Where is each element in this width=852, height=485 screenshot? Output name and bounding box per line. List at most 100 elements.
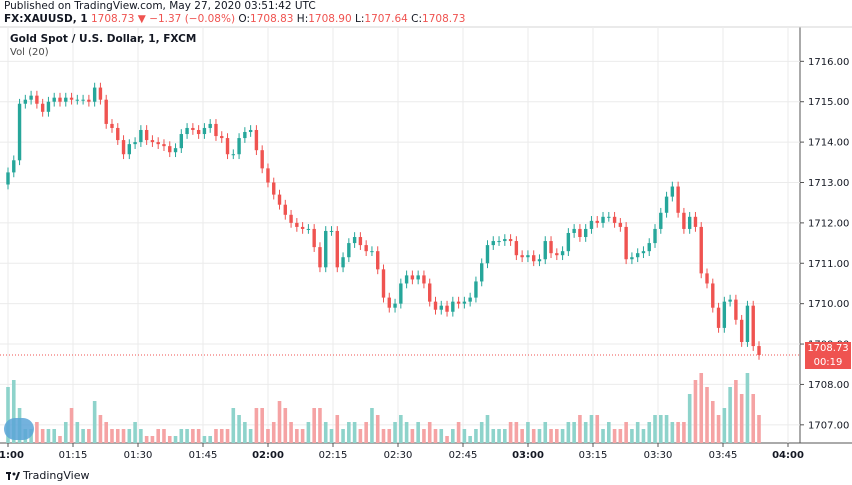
candle-body bbox=[734, 299, 738, 320]
candle-body bbox=[607, 216, 611, 218]
candle-body bbox=[352, 237, 357, 244]
candle-body bbox=[243, 132, 247, 139]
candle-body bbox=[121, 140, 126, 155]
volume-bar bbox=[162, 429, 166, 443]
candle-body bbox=[659, 212, 663, 229]
candle-body bbox=[208, 123, 212, 128]
volume-bar bbox=[439, 429, 444, 443]
candle-body bbox=[480, 263, 484, 282]
candle-body bbox=[595, 220, 599, 223]
volume-bar bbox=[121, 429, 126, 443]
candle-body bbox=[589, 220, 594, 229]
volume-bar bbox=[87, 429, 91, 443]
low-value: 1707.64 bbox=[364, 13, 408, 25]
candle-body bbox=[64, 97, 68, 102]
volume-bar bbox=[399, 415, 403, 443]
published-line: Published on TradingView.com, May 27, 20… bbox=[4, 0, 316, 12]
volume-bar bbox=[306, 422, 311, 443]
x-tick-label: 03:45 bbox=[709, 450, 738, 461]
volume-bar bbox=[404, 422, 409, 443]
volume-bar bbox=[225, 429, 230, 443]
volume-bar bbox=[445, 436, 449, 443]
volume-bar bbox=[497, 429, 501, 443]
tradingview-logo-icon bbox=[6, 471, 20, 480]
volume-bar bbox=[347, 422, 351, 443]
candle-body bbox=[739, 319, 744, 343]
candle-body bbox=[630, 257, 634, 260]
volume-bar bbox=[277, 401, 282, 443]
volume-bar bbox=[728, 387, 732, 443]
volume-bar bbox=[635, 422, 640, 443]
volume-bar bbox=[208, 436, 212, 443]
candle-body bbox=[196, 129, 201, 135]
volume-bar bbox=[682, 422, 686, 443]
candle-body bbox=[127, 144, 132, 155]
candle-body bbox=[433, 301, 438, 310]
volume-bar bbox=[63, 422, 68, 443]
volume-bar bbox=[422, 429, 426, 443]
volume-bar bbox=[658, 415, 663, 443]
volume-bar bbox=[173, 436, 178, 443]
candle-body bbox=[566, 232, 571, 252]
candle-body bbox=[168, 146, 172, 153]
x-tick-label: 02:15 bbox=[319, 450, 348, 461]
volume-bar bbox=[266, 429, 270, 443]
volume-bar bbox=[202, 436, 207, 443]
volume-bar bbox=[237, 415, 241, 443]
candle-body bbox=[462, 301, 467, 304]
price-change: −1.37 (−0.08%) bbox=[149, 13, 236, 25]
volume-bar bbox=[612, 429, 617, 443]
candle-body bbox=[399, 283, 403, 304]
candle-body bbox=[139, 129, 143, 143]
volume-bar bbox=[560, 429, 565, 443]
candle-body bbox=[81, 99, 85, 101]
close-value: 1708.73 bbox=[422, 13, 466, 25]
last-price-tag: 1708.73 bbox=[805, 342, 851, 356]
candle-body bbox=[624, 226, 628, 260]
volume-bar bbox=[491, 429, 496, 443]
volume-bar bbox=[167, 436, 172, 443]
volume-bar bbox=[46, 429, 51, 443]
volume-bar bbox=[75, 422, 80, 443]
volume-bar bbox=[115, 429, 120, 443]
volume-bar bbox=[179, 429, 184, 443]
candle-body bbox=[508, 239, 513, 242]
candle-body bbox=[58, 97, 62, 102]
change-arrow-icon: ▼ bbox=[137, 13, 146, 25]
candle-body bbox=[202, 127, 207, 135]
volume-bar bbox=[358, 429, 363, 443]
candle-body bbox=[46, 101, 51, 112]
volume-bar bbox=[526, 422, 530, 443]
volume-bar bbox=[329, 429, 334, 443]
candle-body bbox=[474, 281, 478, 298]
volume-bar bbox=[352, 422, 357, 443]
volume-bar bbox=[514, 422, 519, 443]
candle-body bbox=[514, 241, 519, 256]
y-tick-label: 1707.00 bbox=[808, 420, 849, 431]
candle-body bbox=[537, 259, 542, 262]
volume-bar bbox=[323, 422, 328, 443]
volume-bar bbox=[260, 408, 264, 443]
high-value: 1708.90 bbox=[308, 13, 352, 25]
volume-bar bbox=[456, 422, 461, 443]
volume-bar bbox=[214, 429, 218, 443]
volume-bar bbox=[468, 436, 472, 443]
volume-bar bbox=[566, 422, 571, 443]
volume-bar bbox=[537, 429, 542, 443]
volume-bar bbox=[722, 408, 727, 443]
volume-bar bbox=[641, 429, 646, 443]
candle-body bbox=[583, 228, 588, 238]
volume-bar bbox=[52, 429, 57, 443]
candle-body bbox=[248, 129, 253, 133]
tradingview-logo[interactable]: TradingView bbox=[6, 469, 89, 482]
candle-body bbox=[133, 142, 137, 145]
candle-body bbox=[393, 303, 397, 308]
volume-bar bbox=[127, 429, 132, 443]
candle-body bbox=[358, 237, 363, 246]
candle-body bbox=[173, 148, 178, 153]
candle-body bbox=[40, 103, 45, 112]
volume-bar bbox=[104, 422, 109, 443]
x-tick-label: 04:00 bbox=[772, 450, 804, 461]
x-tick-label: 01:45 bbox=[189, 450, 218, 461]
